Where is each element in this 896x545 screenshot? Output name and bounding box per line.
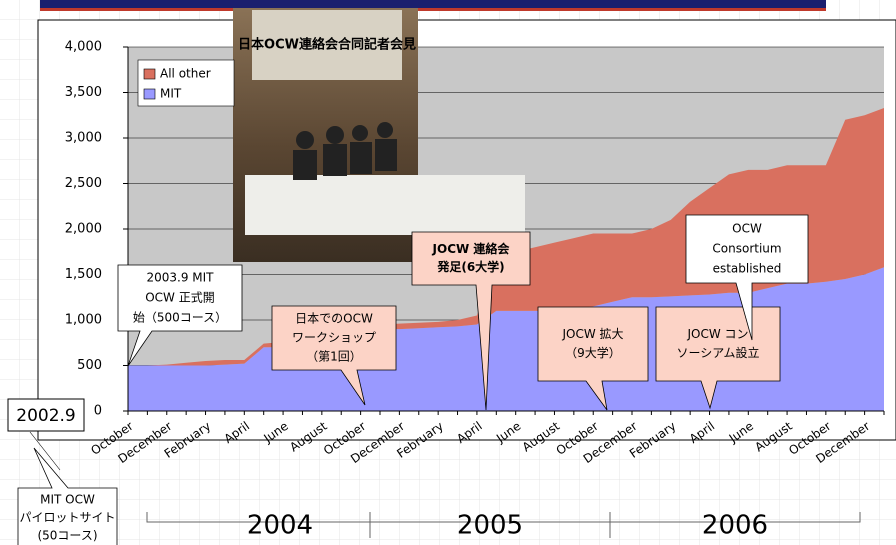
- y-tick-label: 1,500: [65, 267, 102, 282]
- legend-swatch: [144, 69, 155, 79]
- callout-text: JOCW コン: [686, 327, 748, 341]
- legend-label: All other: [160, 67, 211, 81]
- callout-text: 始（500コース）: [133, 311, 227, 325]
- callout-text: JOCW 連絡会: [432, 241, 511, 256]
- callout-text: (50コース): [37, 529, 97, 543]
- callout-text: OCW 正式開: [145, 291, 215, 305]
- y-tick-label: 500: [77, 358, 102, 373]
- year-band: 2004 2005 2006: [147, 511, 860, 541]
- callout-text: パイロットサイト: [19, 511, 115, 525]
- y-tick-label: 0: [94, 404, 102, 419]
- callout-text: OCW: [732, 222, 762, 236]
- legend-swatch: [144, 89, 155, 99]
- photo-sign: 日本OCW連絡会合同記者会見: [238, 37, 416, 53]
- y-tick-label: 3,000: [65, 131, 102, 146]
- y-tick-label: 2,500: [65, 176, 102, 191]
- year-label: 2004: [247, 511, 313, 541]
- callout-text: Consortium: [712, 242, 781, 256]
- start-label: 2002.9: [16, 406, 75, 426]
- callout-text: MIT OCW: [40, 493, 95, 507]
- callout-text: （9大学）: [565, 345, 621, 360]
- callout-text: （第1回）: [306, 350, 362, 364]
- callout-text: JOCW 拡大: [561, 327, 623, 341]
- callout-text: 日本でのOCW: [295, 312, 373, 326]
- legend-label: MIT: [160, 87, 182, 101]
- year-label: 2005: [457, 511, 523, 541]
- y-tick-label: 2,000: [65, 222, 102, 237]
- y-tick-label: 3,500: [65, 85, 102, 100]
- callout-text: established: [713, 262, 782, 276]
- callout-text: 発足(6大学): [436, 259, 504, 274]
- y-tick-label: 1,000: [65, 313, 102, 328]
- y-tick-label: 4,000: [65, 40, 102, 55]
- callout-text: 2003.9 MIT: [146, 271, 214, 285]
- legend: All other MIT: [138, 60, 234, 106]
- callout-text: ソーシアム設立: [677, 345, 760, 360]
- header-bar: [40, 0, 826, 8]
- header-accent: [40, 8, 826, 11]
- photo-table: [245, 175, 525, 235]
- slide: 0 500 1,000 1,500 2,000 2,500 3,000 3,500 4,000 O…: [0, 0, 896, 545]
- callout-text: ワークショップ: [292, 331, 376, 345]
- year-label: 2006: [702, 511, 768, 541]
